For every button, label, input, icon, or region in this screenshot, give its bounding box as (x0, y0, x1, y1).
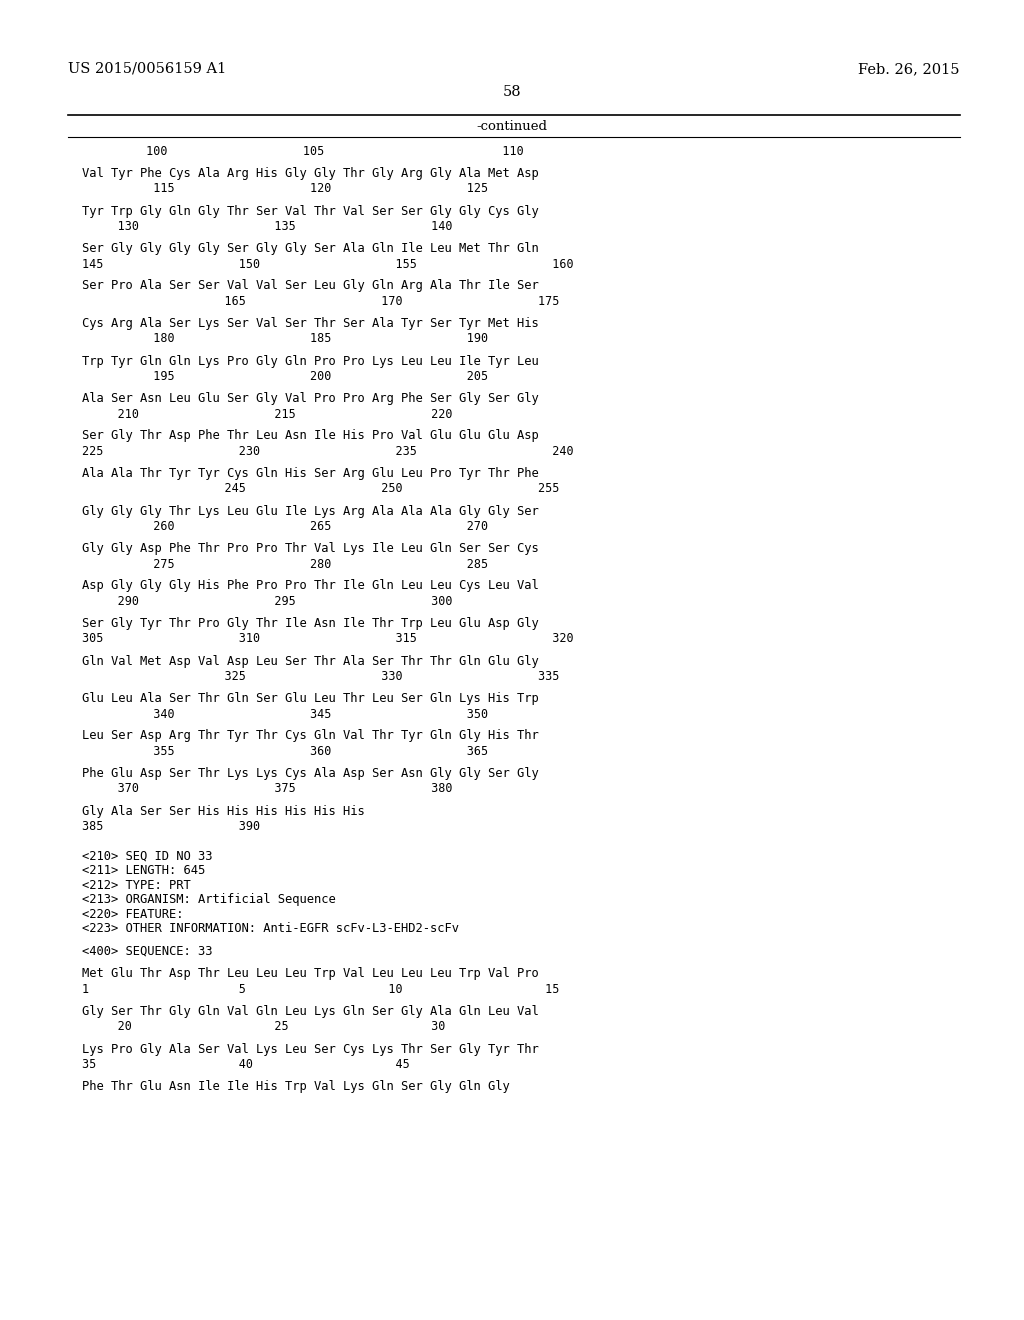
Text: 340                   345                   350: 340 345 350 (82, 708, 488, 721)
Text: Ala Ser Asn Leu Glu Ser Gly Val Pro Pro Arg Phe Ser Gly Ser Gly: Ala Ser Asn Leu Glu Ser Gly Val Pro Pro … (82, 392, 539, 405)
Text: <211> LENGTH: 645: <211> LENGTH: 645 (82, 865, 205, 878)
Text: <223> OTHER INFORMATION: Anti-EGFR scFv-L3-EHD2-scFv: <223> OTHER INFORMATION: Anti-EGFR scFv-… (82, 923, 459, 936)
Text: <213> ORGANISM: Artificial Sequence: <213> ORGANISM: Artificial Sequence (82, 894, 336, 907)
Text: Val Tyr Phe Cys Ala Arg His Gly Gly Thr Gly Arg Gly Ala Met Asp: Val Tyr Phe Cys Ala Arg His Gly Gly Thr … (82, 168, 539, 180)
Text: Ser Gly Thr Asp Phe Thr Leu Asn Ile His Pro Val Glu Glu Glu Asp: Ser Gly Thr Asp Phe Thr Leu Asn Ile His … (82, 429, 539, 442)
Text: Gly Gly Asp Phe Thr Pro Pro Thr Val Lys Ile Leu Gln Ser Ser Cys: Gly Gly Asp Phe Thr Pro Pro Thr Val Lys … (82, 543, 539, 554)
Text: -continued: -continued (476, 120, 548, 133)
Text: <210> SEQ ID NO 33: <210> SEQ ID NO 33 (82, 850, 213, 863)
Text: 165                   170                   175: 165 170 175 (82, 294, 559, 308)
Text: 325                   330                   335: 325 330 335 (82, 671, 559, 682)
Text: 370                   375                   380: 370 375 380 (82, 783, 453, 796)
Text: Lys Pro Gly Ala Ser Val Lys Leu Ser Cys Lys Thr Ser Gly Tyr Thr: Lys Pro Gly Ala Ser Val Lys Leu Ser Cys … (82, 1043, 539, 1056)
Text: Leu Ser Asp Arg Thr Tyr Thr Cys Gln Val Thr Tyr Gln Gly His Thr: Leu Ser Asp Arg Thr Tyr Thr Cys Gln Val … (82, 730, 539, 742)
Text: 210                   215                   220: 210 215 220 (82, 408, 453, 421)
Text: Ser Gly Gly Gly Gly Ser Gly Gly Ser Ala Gln Ile Leu Met Thr Gln: Ser Gly Gly Gly Gly Ser Gly Gly Ser Ala … (82, 242, 539, 255)
Text: Cys Arg Ala Ser Lys Ser Val Ser Thr Ser Ala Tyr Ser Tyr Met His: Cys Arg Ala Ser Lys Ser Val Ser Thr Ser … (82, 317, 539, 330)
Text: Ser Pro Ala Ser Ser Val Val Ser Leu Gly Gln Arg Ala Thr Ile Ser: Ser Pro Ala Ser Ser Val Val Ser Leu Gly … (82, 280, 539, 293)
Text: US 2015/0056159 A1: US 2015/0056159 A1 (68, 62, 226, 77)
Text: 115                   120                   125: 115 120 125 (82, 182, 488, 195)
Text: 195                   200                   205: 195 200 205 (82, 370, 488, 383)
Text: Ser Gly Tyr Thr Pro Gly Thr Ile Asn Ile Thr Trp Leu Glu Asp Gly: Ser Gly Tyr Thr Pro Gly Thr Ile Asn Ile … (82, 616, 539, 630)
Text: Phe Thr Glu Asn Ile Ile His Trp Val Lys Gln Ser Gly Gln Gly: Phe Thr Glu Asn Ile Ile His Trp Val Lys … (82, 1080, 510, 1093)
Text: 355                   360                   365: 355 360 365 (82, 744, 488, 758)
Text: Asp Gly Gly Gly His Phe Pro Pro Thr Ile Gln Leu Leu Cys Leu Val: Asp Gly Gly Gly His Phe Pro Pro Thr Ile … (82, 579, 539, 593)
Text: 275                   280                   285: 275 280 285 (82, 557, 488, 570)
Text: 100                   105                         110: 100 105 110 (82, 145, 523, 158)
Text: 1                     5                    10                    15: 1 5 10 15 (82, 983, 559, 997)
Text: <400> SEQUENCE: 33: <400> SEQUENCE: 33 (82, 945, 213, 958)
Text: Ala Ala Thr Tyr Tyr Cys Gln His Ser Arg Glu Leu Pro Tyr Thr Phe: Ala Ala Thr Tyr Tyr Cys Gln His Ser Arg … (82, 467, 539, 480)
Text: 225                   230                   235                   240: 225 230 235 240 (82, 445, 573, 458)
Text: 305                   310                   315                   320: 305 310 315 320 (82, 632, 573, 645)
Text: Phe Glu Asp Ser Thr Lys Lys Cys Ala Asp Ser Asn Gly Gly Ser Gly: Phe Glu Asp Ser Thr Lys Lys Cys Ala Asp … (82, 767, 539, 780)
Text: 58: 58 (503, 84, 521, 99)
Text: Gln Val Met Asp Val Asp Leu Ser Thr Ala Ser Thr Thr Gln Glu Gly: Gln Val Met Asp Val Asp Leu Ser Thr Ala … (82, 655, 539, 668)
Text: Gly Ala Ser Ser His His His His His His: Gly Ala Ser Ser His His His His His His (82, 804, 365, 817)
Text: Feb. 26, 2015: Feb. 26, 2015 (858, 62, 961, 77)
Text: <220> FEATURE:: <220> FEATURE: (82, 908, 183, 921)
Text: 180                   185                   190: 180 185 190 (82, 333, 488, 346)
Text: Tyr Trp Gly Gln Gly Thr Ser Val Thr Val Ser Ser Gly Gly Cys Gly: Tyr Trp Gly Gln Gly Thr Ser Val Thr Val … (82, 205, 539, 218)
Text: Gly Ser Thr Gly Gln Val Gln Leu Lys Gln Ser Gly Ala Gln Leu Val: Gly Ser Thr Gly Gln Val Gln Leu Lys Gln … (82, 1005, 539, 1018)
Text: 145                   150                   155                   160: 145 150 155 160 (82, 257, 573, 271)
Text: Trp Tyr Gln Gln Lys Pro Gly Gln Pro Pro Lys Leu Leu Ile Tyr Leu: Trp Tyr Gln Gln Lys Pro Gly Gln Pro Pro … (82, 355, 539, 367)
Text: 385                   390: 385 390 (82, 820, 260, 833)
Text: 35                    40                    45: 35 40 45 (82, 1059, 410, 1071)
Text: <212> TYPE: PRT: <212> TYPE: PRT (82, 879, 190, 892)
Text: 245                   250                   255: 245 250 255 (82, 483, 559, 495)
Text: 260                   265                   270: 260 265 270 (82, 520, 488, 533)
Text: 290                   295                   300: 290 295 300 (82, 595, 453, 609)
Text: Met Glu Thr Asp Thr Leu Leu Leu Trp Val Leu Leu Leu Trp Val Pro: Met Glu Thr Asp Thr Leu Leu Leu Trp Val … (82, 968, 539, 981)
Text: 130                   135                   140: 130 135 140 (82, 220, 453, 234)
Text: Glu Leu Ala Ser Thr Gln Ser Glu Leu Thr Leu Ser Gln Lys His Trp: Glu Leu Ala Ser Thr Gln Ser Glu Leu Thr … (82, 692, 539, 705)
Text: 20                    25                    30: 20 25 30 (82, 1020, 445, 1034)
Text: Gly Gly Gly Thr Lys Leu Glu Ile Lys Arg Ala Ala Ala Gly Gly Ser: Gly Gly Gly Thr Lys Leu Glu Ile Lys Arg … (82, 504, 539, 517)
